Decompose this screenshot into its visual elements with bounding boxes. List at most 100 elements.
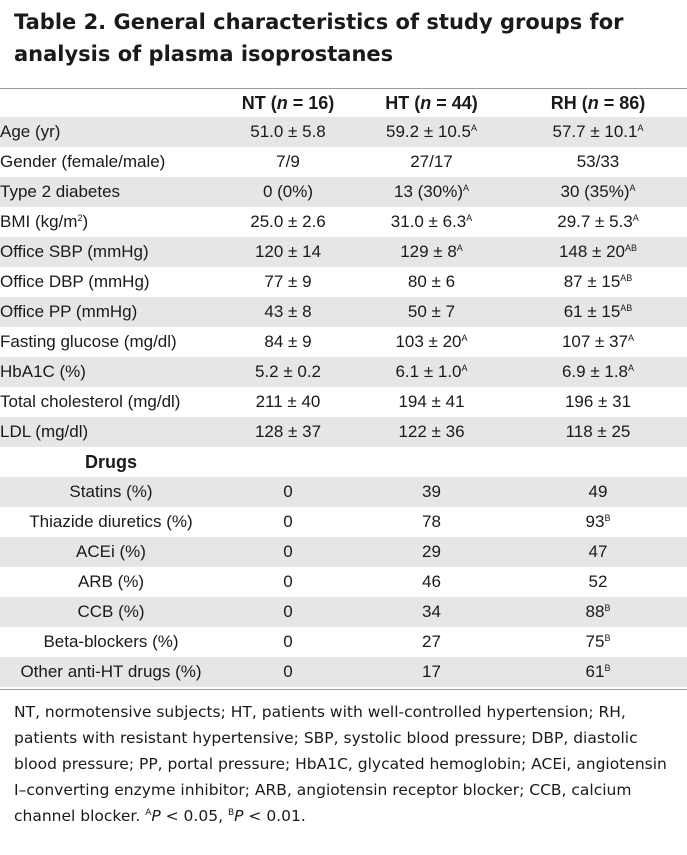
top-rule: [0, 88, 687, 89]
header-rh: RH (n = 86): [550, 92, 646, 113]
cell-nt: 25.0 ± 2.6: [250, 212, 326, 231]
table-row: ARB (%) 0 46 52: [0, 567, 687, 597]
cell-rh: 29.7 ± 5.3A: [557, 212, 639, 231]
row-label: Office DBP (mmHg): [0, 272, 150, 291]
cell-rh: 107 ± 37A: [561, 332, 635, 351]
drugs-heading: Drugs: [84, 451, 137, 472]
row-label: Age (yr): [0, 117, 222, 147]
cell-ht: 50 ± 7: [354, 297, 509, 327]
drug-label: Thiazide diuretics (%): [29, 512, 193, 531]
table-row: Thiazide diuretics (%) 0 78 93B: [0, 507, 687, 537]
cell-rh: 118 ± 25: [509, 417, 687, 447]
cell-nt: 0: [283, 512, 293, 531]
cell-nt: 51.0 ± 5.8: [222, 117, 354, 147]
table-row: Office SBP (mmHg) 120 ± 14 129 ± 8A 148 …: [0, 237, 687, 267]
cell-rh: 196 ± 31: [564, 392, 632, 411]
table-row: LDL (mg/dl) 128 ± 37 122 ± 36 118 ± 25: [0, 417, 687, 447]
drugs-heading-row: Drugs: [0, 447, 687, 477]
drug-label: ARB (%): [77, 572, 145, 591]
table-footnote: NT, normotensive subjects; HT, patients …: [14, 703, 667, 825]
cell-nt: 0 (0%): [222, 177, 354, 207]
row-label: HbA1C (%): [0, 357, 222, 387]
cell-rh: 88B: [509, 597, 687, 627]
cell-ht: 46: [422, 572, 441, 591]
cell-rh: 52: [588, 572, 608, 591]
cell-rh: 87 ± 15AB: [563, 272, 633, 291]
row-label: Type 2 diabetes: [0, 177, 222, 207]
cell-ht: 78: [422, 512, 441, 531]
cell-rh: 148 ± 20AB: [509, 237, 687, 267]
table-row: ACEi (%) 0 29 47: [0, 537, 687, 567]
row-label: Total cholesterol (mg/dl): [0, 392, 181, 411]
cell-rh: 6.9 ± 1.8A: [509, 357, 687, 387]
cell-ht: 17: [354, 657, 509, 687]
drug-label: Beta-blockers (%): [43, 632, 179, 651]
cell-ht: 29: [354, 537, 509, 567]
table-row: BMI (kg/m2) 25.0 ± 2.6 31.0 ± 6.3A 29.7 …: [0, 207, 687, 237]
cell-nt: 0: [222, 477, 354, 507]
header-row: NT (n = 16) HT (n = 44) RH (n = 86): [0, 89, 687, 117]
table-row: HbA1C (%) 5.2 ± 0.2 6.1 ± 1.0A 6.9 ± 1.8…: [0, 357, 687, 387]
table-row: Type 2 diabetes 0 (0%) 13 (30%)A 30 (35%…: [0, 177, 687, 207]
cell-rh: 57.7 ± 10.1A: [509, 117, 687, 147]
cell-nt: 0: [283, 572, 293, 591]
row-label: BMI (kg/m2): [0, 212, 89, 231]
table-row: Other anti-HT drugs (%) 0 17 61B: [0, 657, 687, 687]
cell-ht: 122 ± 36: [354, 417, 509, 447]
table-row: Office PP (mmHg) 43 ± 8 50 ± 7 61 ± 15AB: [0, 297, 687, 327]
cell-ht: 103 ± 20A: [395, 332, 468, 351]
table-row: Age (yr) 51.0 ± 5.8 59.2 ± 10.5A 57.7 ± …: [0, 117, 687, 147]
row-label: Office SBP (mmHg): [0, 237, 222, 267]
cell-nt: 0: [222, 537, 354, 567]
cell-ht: 13 (30%)A: [354, 177, 509, 207]
cell-nt: 128 ± 37: [222, 417, 354, 447]
table-row: Office DBP (mmHg) 77 ± 9 80 ± 6 87 ± 15A…: [0, 267, 687, 297]
cell-rh: 93B: [585, 512, 611, 531]
cell-nt: 7/9: [276, 152, 300, 171]
cell-rh: 53/33: [576, 152, 620, 171]
cell-rh: 75B: [585, 632, 611, 651]
cell-ht: 31.0 ± 6.3A: [390, 212, 473, 231]
cell-nt: 0: [222, 597, 354, 627]
cell-rh: 47: [509, 537, 687, 567]
cell-rh: 30 (35%)A: [509, 177, 687, 207]
cell-nt: 211 ± 40: [255, 392, 321, 411]
table-row: Gender (female/male) 7/9 27/17 53/33: [0, 147, 687, 177]
cell-ht: 27: [422, 632, 441, 651]
drug-label: Statins (%): [0, 477, 222, 507]
header-empty: [0, 89, 222, 117]
cell-nt: 43 ± 8: [222, 297, 354, 327]
table-row: Beta-blockers (%) 0 27 75B: [0, 627, 687, 657]
cell-rh: 61 ± 15AB: [509, 297, 687, 327]
cell-nt: 0: [283, 632, 293, 651]
row-label: Fasting glucose (mg/dl): [0, 332, 177, 351]
table-row: Total cholesterol (mg/dl) 211 ± 40 194 ±…: [0, 387, 687, 417]
cell-nt: 120 ± 14: [222, 237, 354, 267]
table-row: CCB (%) 0 34 88B: [0, 597, 687, 627]
cell-nt: 0: [222, 657, 354, 687]
header-ht: HT (n = 44): [385, 92, 478, 113]
cell-ht: 59.2 ± 10.5A: [354, 117, 509, 147]
cell-ht: 194 ± 41: [398, 392, 465, 411]
row-label: Gender (female/male): [0, 152, 166, 171]
cell-ht: 39: [354, 477, 509, 507]
cell-nt: 5.2 ± 0.2: [222, 357, 354, 387]
cell-ht: 129 ± 8A: [354, 237, 509, 267]
cell-rh: 61B: [509, 657, 687, 687]
cell-nt: 77 ± 9: [264, 272, 312, 291]
drug-label: CCB (%): [0, 597, 222, 627]
cell-ht: 6.1 ± 1.0A: [354, 357, 509, 387]
cell-ht: 27/17: [410, 152, 453, 171]
characteristics-table: NT (n = 16) HT (n = 44) RH (n = 86) Age …: [0, 89, 687, 687]
drug-label: Other anti-HT drugs (%): [0, 657, 222, 687]
cell-nt: 84 ± 9: [264, 332, 312, 351]
table-row: Fasting glucose (mg/dl) 84 ± 9 103 ± 20A…: [0, 327, 687, 357]
bottom-rule: [0, 689, 687, 690]
table-title: Table 2. General characteristics of stud…: [14, 10, 624, 66]
header-nt: NT (n = 16): [241, 92, 335, 113]
cell-ht: 34: [354, 597, 509, 627]
cell-ht: 80 ± 6: [407, 272, 456, 291]
row-label: LDL (mg/dl): [0, 417, 222, 447]
table-row: Statins (%) 0 39 49: [0, 477, 687, 507]
cell-rh: 49: [509, 477, 687, 507]
